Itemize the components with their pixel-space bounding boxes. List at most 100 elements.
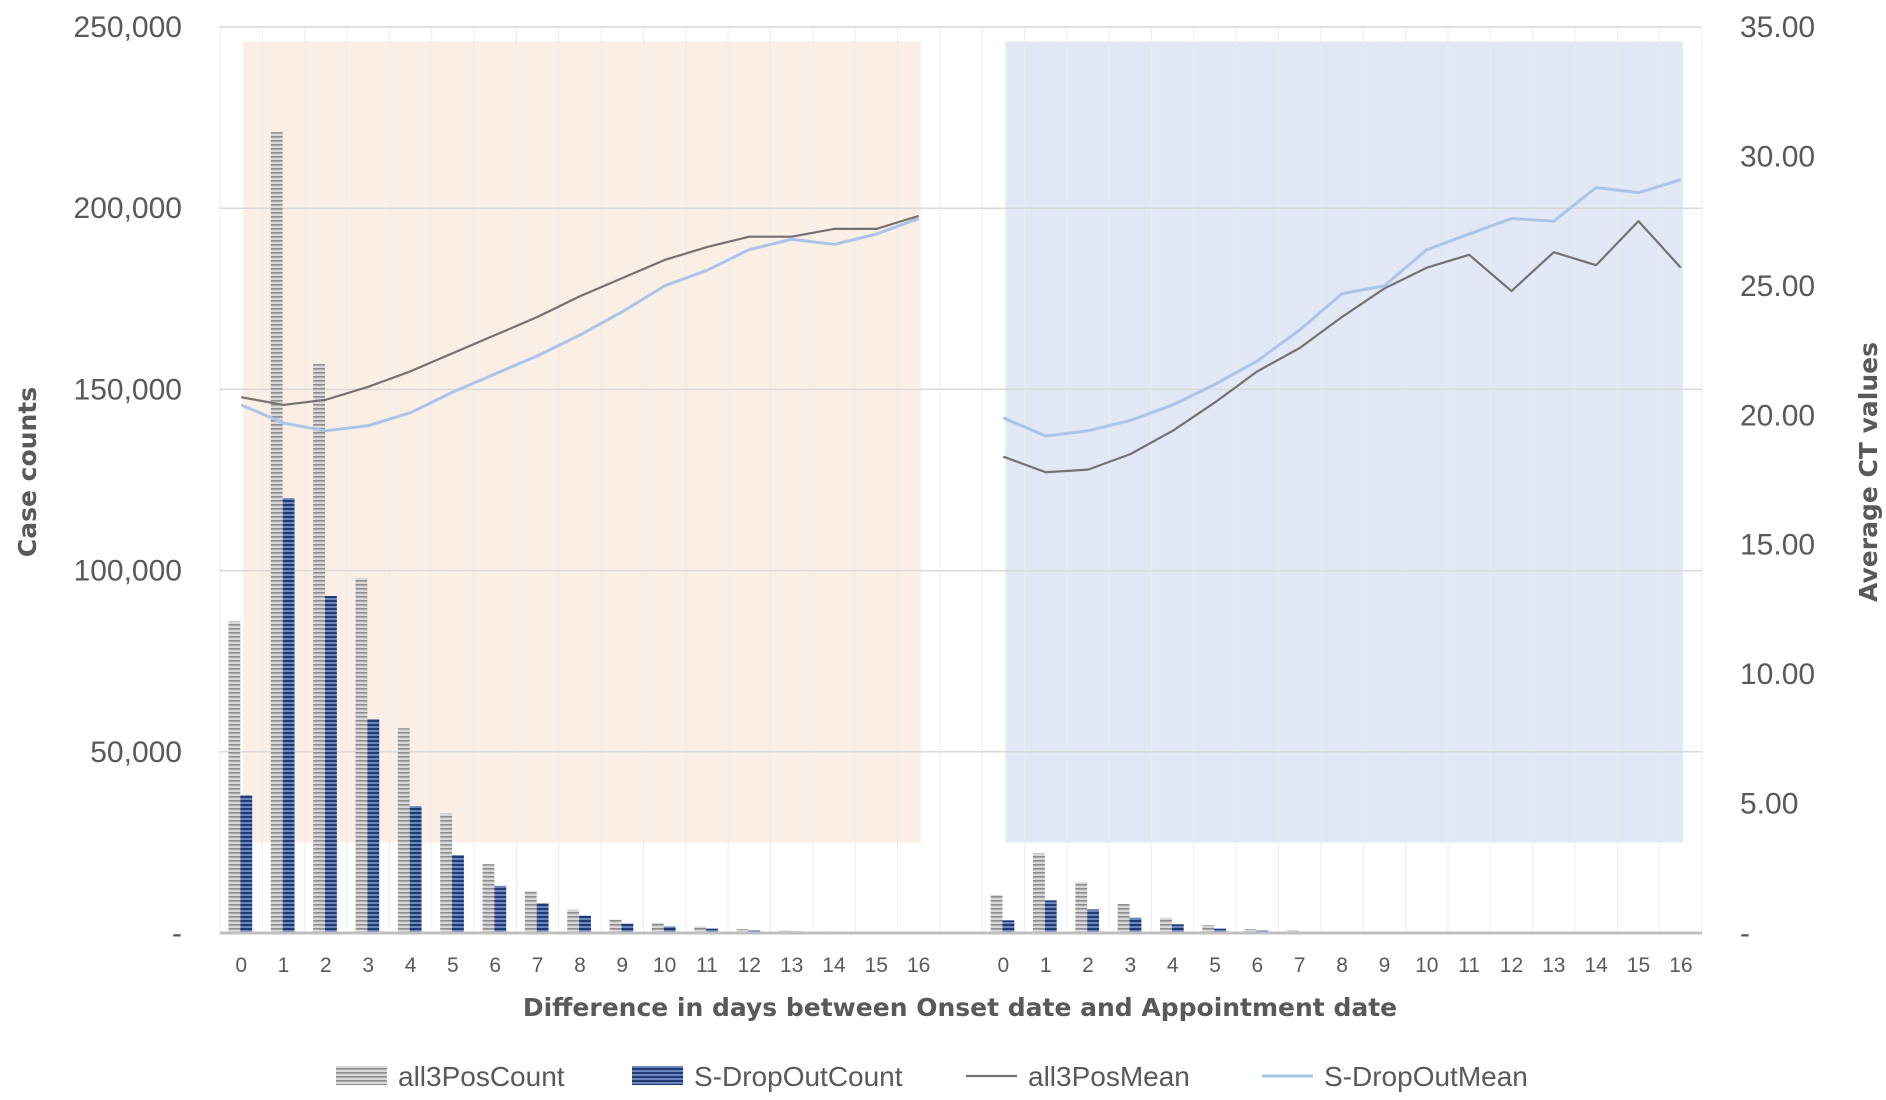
- bar-all3PosCount-g1-3: [355, 577, 368, 933]
- bar-all3PosCount-g1-0: [228, 621, 241, 933]
- bar-S-DropOutCount-g1-6: [494, 885, 507, 933]
- bar-S-DropOutCount-g1-11: [706, 928, 718, 933]
- bar-S-DropOutCount-g2-4: [1171, 924, 1184, 933]
- bar-all3PosCount-g1-12: [736, 929, 749, 933]
- x-tick-label: 6: [489, 954, 501, 977]
- x-tick-label: 14: [1584, 954, 1608, 977]
- x-tick-label: 1: [1040, 954, 1052, 977]
- y-right-tick-label: 35.00: [1740, 11, 1815, 44]
- bar-S-DropOutCount-g2-0: [1002, 920, 1015, 933]
- bar-all3PosCount-g1-6: [482, 864, 495, 933]
- x-tick-label: 13: [1542, 954, 1565, 977]
- y-right-tick-label: 25.00: [1740, 270, 1815, 303]
- bar-all3PosCount-g2-4: [1160, 917, 1172, 933]
- y-right-tick-label: 15.00: [1740, 529, 1815, 562]
- x-tick-label: 4: [1167, 954, 1179, 977]
- y-left-tick-label: 50,000: [90, 736, 182, 769]
- bar-all3PosCount-g1-4: [397, 728, 410, 933]
- x-tick-label: 5: [1209, 954, 1221, 977]
- bar-S-DropOutCount-g1-8: [579, 915, 591, 933]
- x-tick-label: 16: [1669, 954, 1692, 977]
- x-tick-label: 13: [780, 954, 803, 977]
- y-left-tick-label: 150,000: [74, 373, 182, 406]
- x-tick-label: 4: [405, 954, 417, 977]
- y-axis-title-right: Average CT values: [1854, 342, 1883, 602]
- x-tick-label: 12: [738, 954, 761, 977]
- x-tick-label: 7: [532, 954, 544, 977]
- legend-label-all3PosCount: all3PosCount: [398, 1061, 565, 1092]
- bar-all3PosCount-g1-8: [567, 909, 580, 933]
- mean-lines: [240, 178, 1682, 474]
- y-right-tick-label: 5.00: [1740, 788, 1798, 821]
- x-tick-label: 12: [1500, 954, 1523, 977]
- bar-all3PosCount-g2-1: [1032, 853, 1045, 933]
- x-tick-label: 16: [907, 954, 930, 977]
- x-tick-label: 11: [696, 954, 718, 977]
- bar-all3PosCount-g2-2: [1075, 882, 1088, 933]
- bar-all3PosCount-g1-9: [609, 919, 622, 933]
- tick-labels: - 50,000 100,000 150,000 200,000 250,000 - 5.00…: [74, 11, 1816, 977]
- legend-label-S-DropOutCount: S-DropOutCount: [694, 1061, 903, 1092]
- x-tick-label: 11: [1458, 954, 1480, 977]
- region-group-2: [1005, 41, 1683, 843]
- y-left-tick-label: 100,000: [74, 555, 182, 588]
- bar-S-DropOutCount-g1-10: [663, 926, 676, 933]
- bar-all3PosCount-g1-2: [313, 364, 326, 934]
- bar-all3PosCount-g1-1: [270, 132, 283, 933]
- x-tick-label: 2: [1082, 954, 1094, 977]
- x-tick-label: 2: [320, 954, 332, 977]
- line-all3PosMean-g2: [1002, 220, 1682, 474]
- y-right-tick-label: -: [1740, 917, 1750, 950]
- bar-S-DropOutCount-g1-7: [536, 903, 549, 933]
- y-left-tick-label: 250,000: [74, 11, 182, 44]
- x-tick-label: 9: [616, 954, 628, 977]
- bar-all3PosCount-g1-5: [440, 813, 453, 933]
- shaded-regions: [243, 41, 1683, 843]
- bar-S-DropOutCount-g2-1: [1044, 900, 1057, 933]
- bar-all3PosCount-g1-10: [651, 922, 664, 933]
- x-tick-label: 10: [1415, 954, 1438, 977]
- bar-all3PosCount-g2-5: [1202, 925, 1215, 933]
- x-tick-label: 8: [1336, 954, 1348, 977]
- region-group-1: [243, 41, 921, 843]
- legend-label-all3PosMean: all3PosMean: [1028, 1061, 1190, 1092]
- x-tick-label: 0: [235, 954, 247, 977]
- legend-label-S-DropOutMean: S-DropOutMean: [1324, 1061, 1528, 1092]
- bar-all3PosCount-g1-7: [524, 891, 537, 933]
- bar-S-DropOutCount-g1-5: [452, 855, 464, 933]
- line-S-DropOutMean-g1: [240, 217, 920, 433]
- bar-S-DropOutCount-g1-1: [282, 498, 295, 933]
- bars: [228, 132, 1692, 934]
- bar-S-DropOutCount-g1-0: [240, 795, 253, 933]
- x-tick-label: 15: [865, 954, 888, 977]
- y-right-tick-label: 20.00: [1740, 399, 1815, 432]
- bar-S-DropOutCount-g1-9: [621, 923, 634, 933]
- x-axis-title: Difference in days between Onset date an…: [523, 993, 1397, 1022]
- x-tick-label: 9: [1379, 954, 1391, 977]
- x-tick-label: 3: [1125, 954, 1137, 977]
- x-tick-label: 14: [822, 954, 846, 977]
- x-tick-label: 0: [997, 954, 1009, 977]
- x-tick-label: 10: [653, 954, 676, 977]
- y-right-tick-label: 30.00: [1740, 140, 1815, 173]
- bar-all3PosCount-g2-6: [1244, 929, 1257, 933]
- y-axis-title-left: Case counts: [13, 387, 42, 557]
- x-tick-label: 7: [1294, 954, 1306, 977]
- x-tick-label: 15: [1627, 954, 1650, 977]
- x-tick-label: 5: [447, 954, 459, 977]
- y-left-tick-label: -: [172, 917, 182, 950]
- gridlines: [219, 26, 1703, 933]
- legend-swatch-S-DropOutCount: [632, 1066, 683, 1085]
- x-tick-label: 1: [278, 954, 290, 977]
- line-all3PosMean-g1: [240, 214, 919, 407]
- bar-S-DropOutCount-g2-3: [1129, 917, 1142, 933]
- x-tick-label: 6: [1252, 954, 1264, 977]
- line-S-DropOutMean-g2: [1002, 178, 1682, 438]
- bar-all3PosCount-g2-3: [1117, 904, 1130, 933]
- y-right-tick-label: 10.00: [1740, 658, 1815, 691]
- bar-S-DropOutCount-g1-4: [409, 806, 422, 933]
- bar-S-DropOutCount-g1-2: [325, 595, 337, 933]
- legend: all3PosCount S-DropOutCount all3PosMean S-D…: [336, 1061, 1528, 1092]
